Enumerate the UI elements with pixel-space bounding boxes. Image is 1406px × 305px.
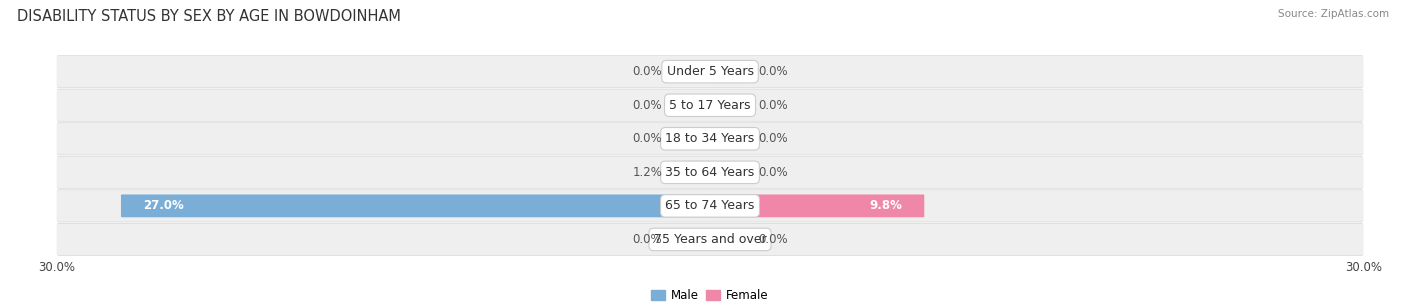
FancyBboxPatch shape: [56, 156, 1364, 188]
FancyBboxPatch shape: [683, 161, 710, 184]
Text: 5 to 17 Years: 5 to 17 Years: [669, 99, 751, 112]
FancyBboxPatch shape: [56, 189, 1364, 222]
Text: 0.0%: 0.0%: [758, 233, 787, 246]
Text: Under 5 Years: Under 5 Years: [666, 65, 754, 78]
FancyBboxPatch shape: [56, 224, 1364, 255]
FancyBboxPatch shape: [56, 122, 1364, 155]
Text: 0.0%: 0.0%: [633, 99, 662, 112]
FancyBboxPatch shape: [710, 229, 744, 250]
Text: 0.0%: 0.0%: [633, 132, 662, 145]
Text: 27.0%: 27.0%: [143, 199, 184, 212]
Text: 18 to 34 Years: 18 to 34 Years: [665, 132, 755, 145]
Text: Source: ZipAtlas.com: Source: ZipAtlas.com: [1278, 9, 1389, 19]
FancyBboxPatch shape: [710, 128, 744, 149]
Text: 0.0%: 0.0%: [758, 99, 787, 112]
Text: 1.2%: 1.2%: [633, 166, 662, 179]
FancyBboxPatch shape: [676, 61, 710, 82]
FancyBboxPatch shape: [56, 123, 1364, 155]
FancyBboxPatch shape: [56, 55, 1364, 88]
FancyBboxPatch shape: [710, 162, 744, 183]
Text: 0.0%: 0.0%: [633, 233, 662, 246]
Text: 9.8%: 9.8%: [869, 199, 901, 212]
Text: 65 to 74 Years: 65 to 74 Years: [665, 199, 755, 212]
FancyBboxPatch shape: [56, 89, 1364, 121]
Text: 75 Years and over: 75 Years and over: [654, 233, 766, 246]
FancyBboxPatch shape: [710, 195, 924, 217]
FancyBboxPatch shape: [710, 95, 744, 116]
FancyBboxPatch shape: [56, 223, 1364, 256]
Legend: Male, Female: Male, Female: [647, 284, 773, 305]
FancyBboxPatch shape: [676, 95, 710, 116]
Text: DISABILITY STATUS BY SEX BY AGE IN BOWDOINHAM: DISABILITY STATUS BY SEX BY AGE IN BOWDO…: [17, 9, 401, 24]
FancyBboxPatch shape: [56, 89, 1364, 122]
FancyBboxPatch shape: [710, 61, 744, 82]
FancyBboxPatch shape: [676, 128, 710, 149]
FancyBboxPatch shape: [121, 195, 710, 217]
FancyBboxPatch shape: [676, 229, 710, 250]
Text: 0.0%: 0.0%: [758, 132, 787, 145]
FancyBboxPatch shape: [56, 190, 1364, 222]
Text: 0.0%: 0.0%: [758, 65, 787, 78]
Text: 0.0%: 0.0%: [633, 65, 662, 78]
Text: 35 to 64 Years: 35 to 64 Years: [665, 166, 755, 179]
FancyBboxPatch shape: [56, 56, 1364, 88]
FancyBboxPatch shape: [56, 156, 1364, 189]
Text: 0.0%: 0.0%: [758, 166, 787, 179]
